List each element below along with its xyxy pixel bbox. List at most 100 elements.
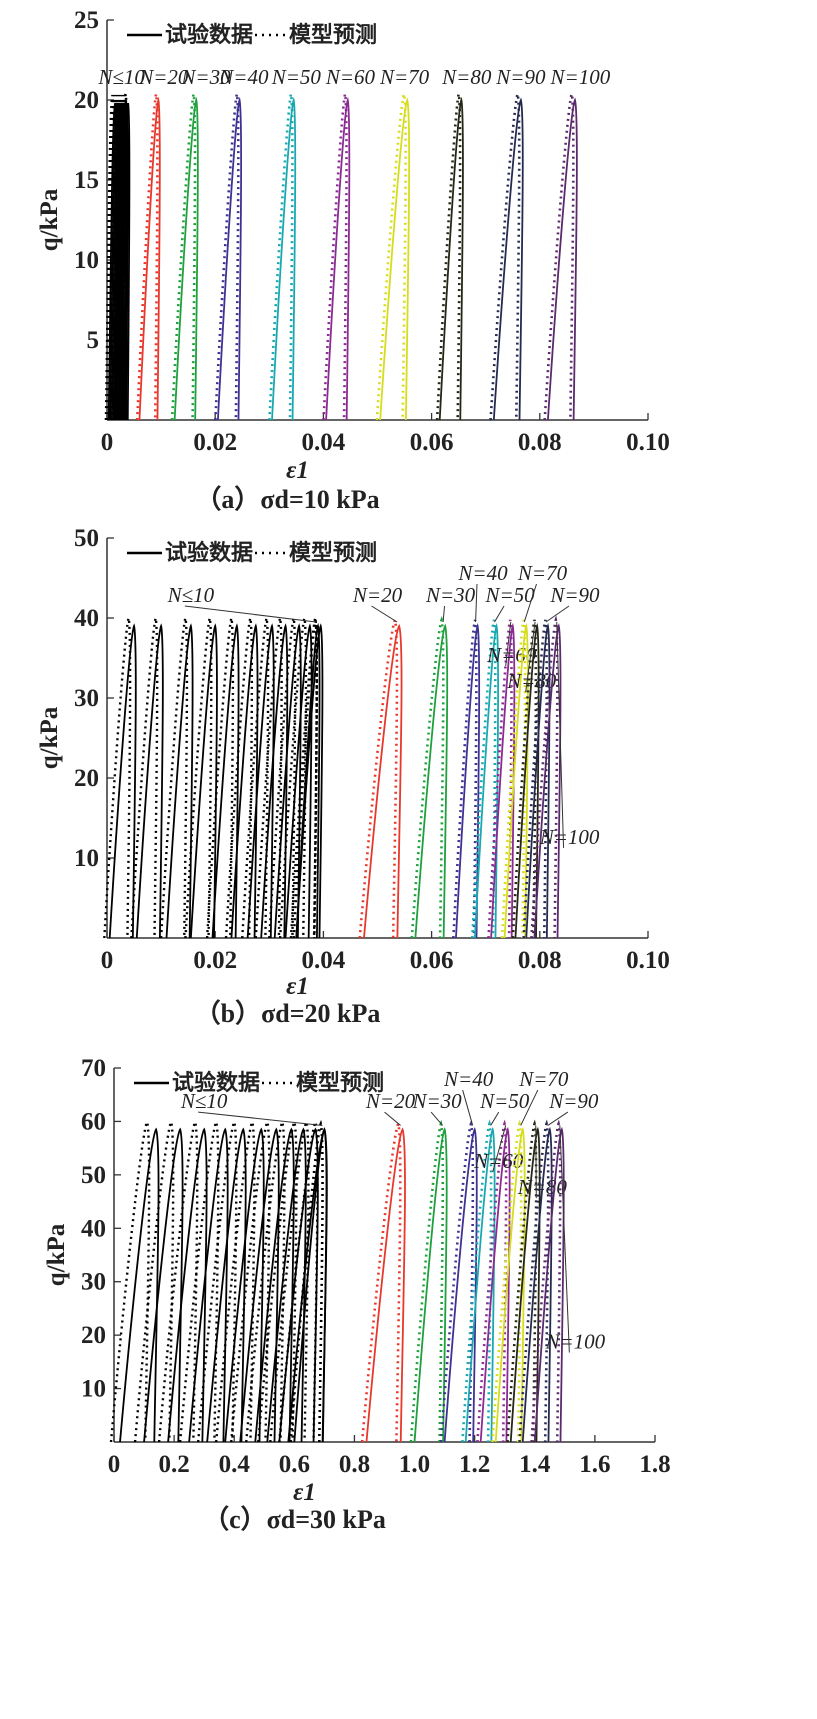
chart-panel-3: 10 20 30 40 50 60 70 0 0.2 0.4 0.6 0.8 1.0 1.2 1.4 1.6 1… bbox=[43, 1055, 671, 1534]
series-2: N=30 bbox=[170, 65, 231, 421]
series-6: N=70 bbox=[500, 561, 568, 939]
series-label: N=90 bbox=[549, 583, 600, 607]
series-leader-line bbox=[494, 605, 505, 623]
series-3: N=40 bbox=[439, 1067, 494, 1443]
series-experiment-loop bbox=[533, 1126, 565, 1443]
early-cycle-model-loop bbox=[184, 613, 213, 939]
series-label: N=20 bbox=[365, 1089, 416, 1113]
y-tick-label: 50 bbox=[81, 1162, 106, 1189]
series-label: N=70 bbox=[379, 65, 430, 89]
x-tick-label: 0.10 bbox=[626, 947, 670, 974]
x-tick-label: 1.4 bbox=[519, 1451, 551, 1478]
series-8: N=90 bbox=[518, 1089, 599, 1443]
early-cycle-model-loop bbox=[157, 1118, 199, 1443]
early-cycle-model-loop bbox=[178, 1118, 220, 1443]
series-label: N=100 bbox=[550, 65, 611, 89]
series-model-loop bbox=[439, 1119, 475, 1443]
series-model-loop bbox=[121, 93, 129, 421]
x-tick-label: 0.02 bbox=[193, 429, 237, 456]
y-tick-label: 30 bbox=[74, 685, 99, 712]
early-cycle-model-loop bbox=[245, 1118, 286, 1443]
series-3: N=40 bbox=[214, 65, 269, 421]
series-model-loop bbox=[511, 619, 538, 939]
early-cycle-experiment-loop bbox=[295, 623, 324, 939]
early-cycle-model-loop bbox=[111, 94, 122, 421]
y-tick-label: 10 bbox=[74, 845, 99, 872]
series-8: N=90 bbox=[522, 583, 600, 939]
x-tick-label: 0.6 bbox=[279, 1451, 310, 1478]
series-1: N=20 bbox=[135, 65, 189, 421]
series-label: N=50 bbox=[271, 65, 322, 89]
y-tick-label: 15 bbox=[74, 167, 99, 194]
y-tick-label: 20 bbox=[74, 87, 99, 114]
legend-experiment-label: 试验数据 bbox=[165, 22, 253, 47]
series-label: N≤10 bbox=[167, 583, 215, 607]
series-label: N=30 bbox=[180, 65, 231, 89]
y-tick-label: 40 bbox=[74, 605, 99, 632]
series-label: N=50 bbox=[484, 583, 535, 607]
early-cycle-model-loop bbox=[109, 1118, 151, 1443]
legend-experiment-label: 试验数据 bbox=[165, 540, 253, 565]
series-leader-line bbox=[525, 621, 536, 693]
series-leader-line bbox=[490, 1111, 500, 1126]
series-experiment-loop bbox=[479, 1126, 511, 1443]
series-leader-line bbox=[462, 1089, 474, 1126]
early-cycle-model-loop bbox=[196, 1118, 238, 1443]
series-leader-line bbox=[384, 1111, 401, 1126]
x-tick-label: 0 bbox=[101, 429, 114, 456]
series-7: N=80 bbox=[506, 619, 557, 939]
series-2: N=30 bbox=[410, 583, 476, 939]
series-leader-line bbox=[523, 583, 537, 623]
series-label: N=40 bbox=[457, 561, 508, 585]
series-label: N=20 bbox=[138, 65, 189, 89]
series-leader-line bbox=[520, 1089, 539, 1126]
series-model-loop bbox=[522, 619, 548, 939]
series-5: N=60 bbox=[322, 65, 376, 421]
x-tick-label: 0 bbox=[101, 947, 114, 974]
series-experiment-loop bbox=[293, 1127, 328, 1443]
series-leader-line bbox=[535, 1125, 537, 1199]
series-9: N=100 bbox=[543, 65, 611, 421]
series-leader-line bbox=[475, 583, 478, 623]
y-tick-label: 10 bbox=[81, 1376, 106, 1403]
series-experiment-loop bbox=[325, 96, 351, 421]
series-label: N=50 bbox=[479, 1089, 530, 1113]
early-cycle-model-loop bbox=[230, 1118, 271, 1443]
y-tick-label: 20 bbox=[81, 1322, 106, 1349]
y-tick-label: 5 bbox=[87, 327, 100, 354]
panel-caption: （a）σd=10 kPa bbox=[195, 485, 379, 514]
early-cycle-model-loop bbox=[159, 613, 189, 939]
series-experiment-loop bbox=[438, 96, 464, 421]
y-axis-label: q/kPa bbox=[36, 706, 63, 769]
series-label: N≤10 bbox=[180, 1089, 228, 1113]
x-tick-label: 1.8 bbox=[639, 1451, 670, 1478]
series-label: N=80 bbox=[441, 65, 492, 89]
x-tick-label: 1.0 bbox=[399, 1451, 430, 1478]
early-cycle-model-loop bbox=[106, 94, 117, 421]
y-tick-label: 25 bbox=[74, 7, 99, 34]
early-cycle-model-loop bbox=[114, 94, 125, 421]
series-leader-line bbox=[184, 605, 317, 623]
series-label: N=90 bbox=[495, 65, 546, 89]
series-1: N=20 bbox=[352, 583, 403, 939]
series-experiment-loop bbox=[271, 96, 297, 421]
series-leader-line bbox=[492, 1125, 507, 1173]
series-model-loop bbox=[410, 616, 445, 939]
series-9: N=100 bbox=[530, 1119, 606, 1443]
early-cycle-model-loop bbox=[112, 94, 124, 421]
series-experiment-loop bbox=[379, 97, 411, 421]
early-cycle-experiment-loop bbox=[108, 623, 137, 939]
legend-model-label: 模型预测 bbox=[289, 540, 377, 565]
legend-model-label: 模型预测 bbox=[296, 1070, 384, 1095]
early-cycle-model-loop bbox=[278, 1118, 319, 1443]
series-leader-line bbox=[545, 605, 570, 623]
series-0: N≤10 bbox=[97, 65, 145, 421]
series-0: N≤10 bbox=[180, 1089, 328, 1443]
series-model-loop bbox=[530, 1119, 562, 1443]
x-tick-label: 0.06 bbox=[410, 429, 454, 456]
x-tick-label: 1.6 bbox=[579, 1451, 610, 1478]
series-label: N=80 bbox=[506, 669, 557, 693]
y-tick-label: 70 bbox=[81, 1055, 106, 1082]
series-label: N=60 bbox=[325, 65, 376, 89]
series-model-loop bbox=[470, 619, 497, 939]
